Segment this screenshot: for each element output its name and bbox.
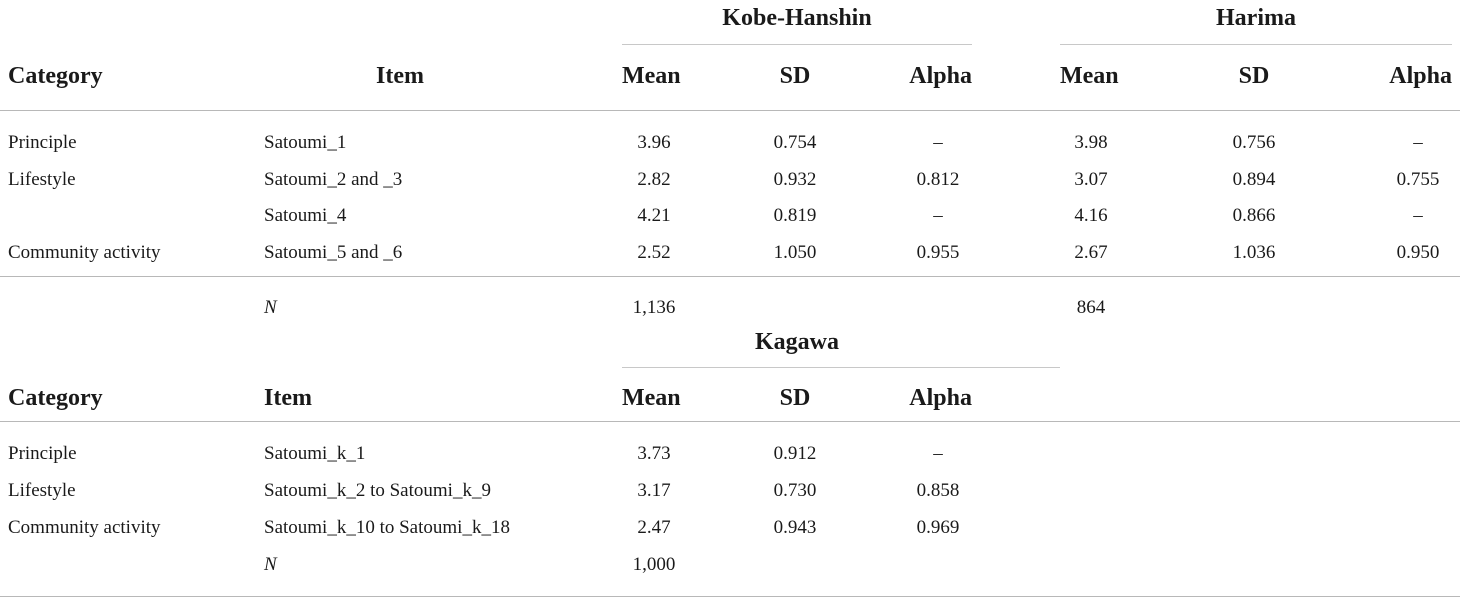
- n-label: N: [264, 554, 277, 575]
- cell-harima-alpha: 0.755: [1396, 169, 1440, 190]
- cell-harima-sd: 0.756: [1232, 132, 1276, 153]
- cell-alpha: 0.858: [916, 480, 960, 501]
- group-underline-kobe: [622, 44, 972, 45]
- group-underline-harima: [1060, 44, 1452, 45]
- cell-item: Satoumi_5 and _6: [264, 242, 403, 263]
- cell-mean: 3.73: [637, 443, 671, 464]
- cell-harima-sd: 1.036: [1232, 242, 1276, 263]
- n-value: 1,000: [632, 554, 676, 575]
- column-header-category: Category: [8, 385, 103, 411]
- cell-harima-sd: 0.894: [1232, 169, 1276, 190]
- column-header-harima-mean: Mean: [1060, 63, 1119, 89]
- column-header-item: Item: [264, 385, 312, 411]
- n-harima: 864: [1076, 297, 1106, 318]
- column-header-harima-sd: SD: [1238, 63, 1270, 89]
- cell-kobe-mean: 2.52: [637, 242, 671, 263]
- cell-mean: 2.47: [637, 517, 671, 538]
- cell-item: Satoumi_4: [264, 205, 347, 226]
- cell-item: Satoumi_1: [264, 132, 347, 153]
- cell-harima-mean: 4.16: [1074, 205, 1108, 226]
- column-header-kobe-sd: SD: [779, 63, 811, 89]
- cell-kobe-sd: 0.932: [773, 169, 817, 190]
- cell-item: Satoumi_k_1: [264, 443, 366, 464]
- cell-item: Satoumi_k_2 to Satoumi_k_9: [264, 480, 491, 501]
- cell-item: Satoumi_2 and _3: [264, 169, 403, 190]
- group-header-harima: Harima: [1216, 5, 1296, 31]
- cell-sd: 0.943: [773, 517, 817, 538]
- n-label: N: [264, 297, 277, 318]
- header-rule: [0, 110, 1460, 111]
- column-header-category: Category: [8, 63, 103, 89]
- column-header-kobe-mean: Mean: [622, 63, 681, 89]
- cell-kobe-sd: 0.819: [773, 205, 817, 226]
- cell-harima-alpha: –: [1413, 132, 1423, 153]
- bottom-rule: [0, 596, 1460, 597]
- n-kobe: 1,136: [632, 297, 676, 318]
- column-header-kobe-alpha: Alpha: [909, 63, 972, 89]
- column-header-mean: Mean: [622, 385, 681, 411]
- cell-category: Community activity: [8, 517, 161, 538]
- cell-kobe-alpha: –: [933, 132, 943, 153]
- group-underline-kagawa: [622, 367, 1060, 368]
- cell-harima-alpha: 0.950: [1396, 242, 1440, 263]
- header-rule: [0, 421, 1460, 422]
- column-header-item: Item: [376, 63, 424, 89]
- cell-harima-mean: 3.07: [1074, 169, 1108, 190]
- cell-sd: 0.912: [773, 443, 817, 464]
- column-header-harima-alpha: Alpha: [1389, 63, 1452, 89]
- cell-category: Principle: [8, 443, 77, 464]
- group-header-kobe-hanshin: Kobe-Hanshin: [722, 5, 872, 31]
- cell-item: Satoumi_k_10 to Satoumi_k_18: [264, 517, 510, 538]
- cell-category: Community activity: [8, 242, 161, 263]
- cell-mean: 3.17: [637, 480, 671, 501]
- cell-kobe-mean: 4.21: [637, 205, 671, 226]
- cell-alpha: –: [933, 443, 943, 464]
- body-rule: [0, 276, 1460, 277]
- cell-harima-mean: 2.67: [1074, 242, 1108, 263]
- cell-kobe-mean: 2.82: [637, 169, 671, 190]
- cell-kobe-alpha: 0.812: [916, 169, 960, 190]
- cell-harima-alpha: –: [1413, 205, 1423, 226]
- cell-alpha: 0.969: [916, 517, 960, 538]
- column-header-alpha: Alpha: [909, 385, 972, 411]
- cell-category: Principle: [8, 132, 77, 153]
- cell-kobe-sd: 1.050: [773, 242, 817, 263]
- cell-harima-mean: 3.98: [1074, 132, 1108, 153]
- cell-sd: 0.730: [773, 480, 817, 501]
- cell-kobe-alpha: 0.955: [916, 242, 960, 263]
- cell-harima-sd: 0.866: [1232, 205, 1276, 226]
- cell-kobe-sd: 0.754: [773, 132, 817, 153]
- cell-kobe-alpha: –: [933, 205, 943, 226]
- cell-kobe-mean: 3.96: [637, 132, 671, 153]
- cell-category: Lifestyle: [8, 480, 76, 501]
- cell-category: Lifestyle: [8, 169, 76, 190]
- group-header-kagawa: Kagawa: [755, 329, 839, 355]
- column-header-sd: SD: [779, 385, 811, 411]
